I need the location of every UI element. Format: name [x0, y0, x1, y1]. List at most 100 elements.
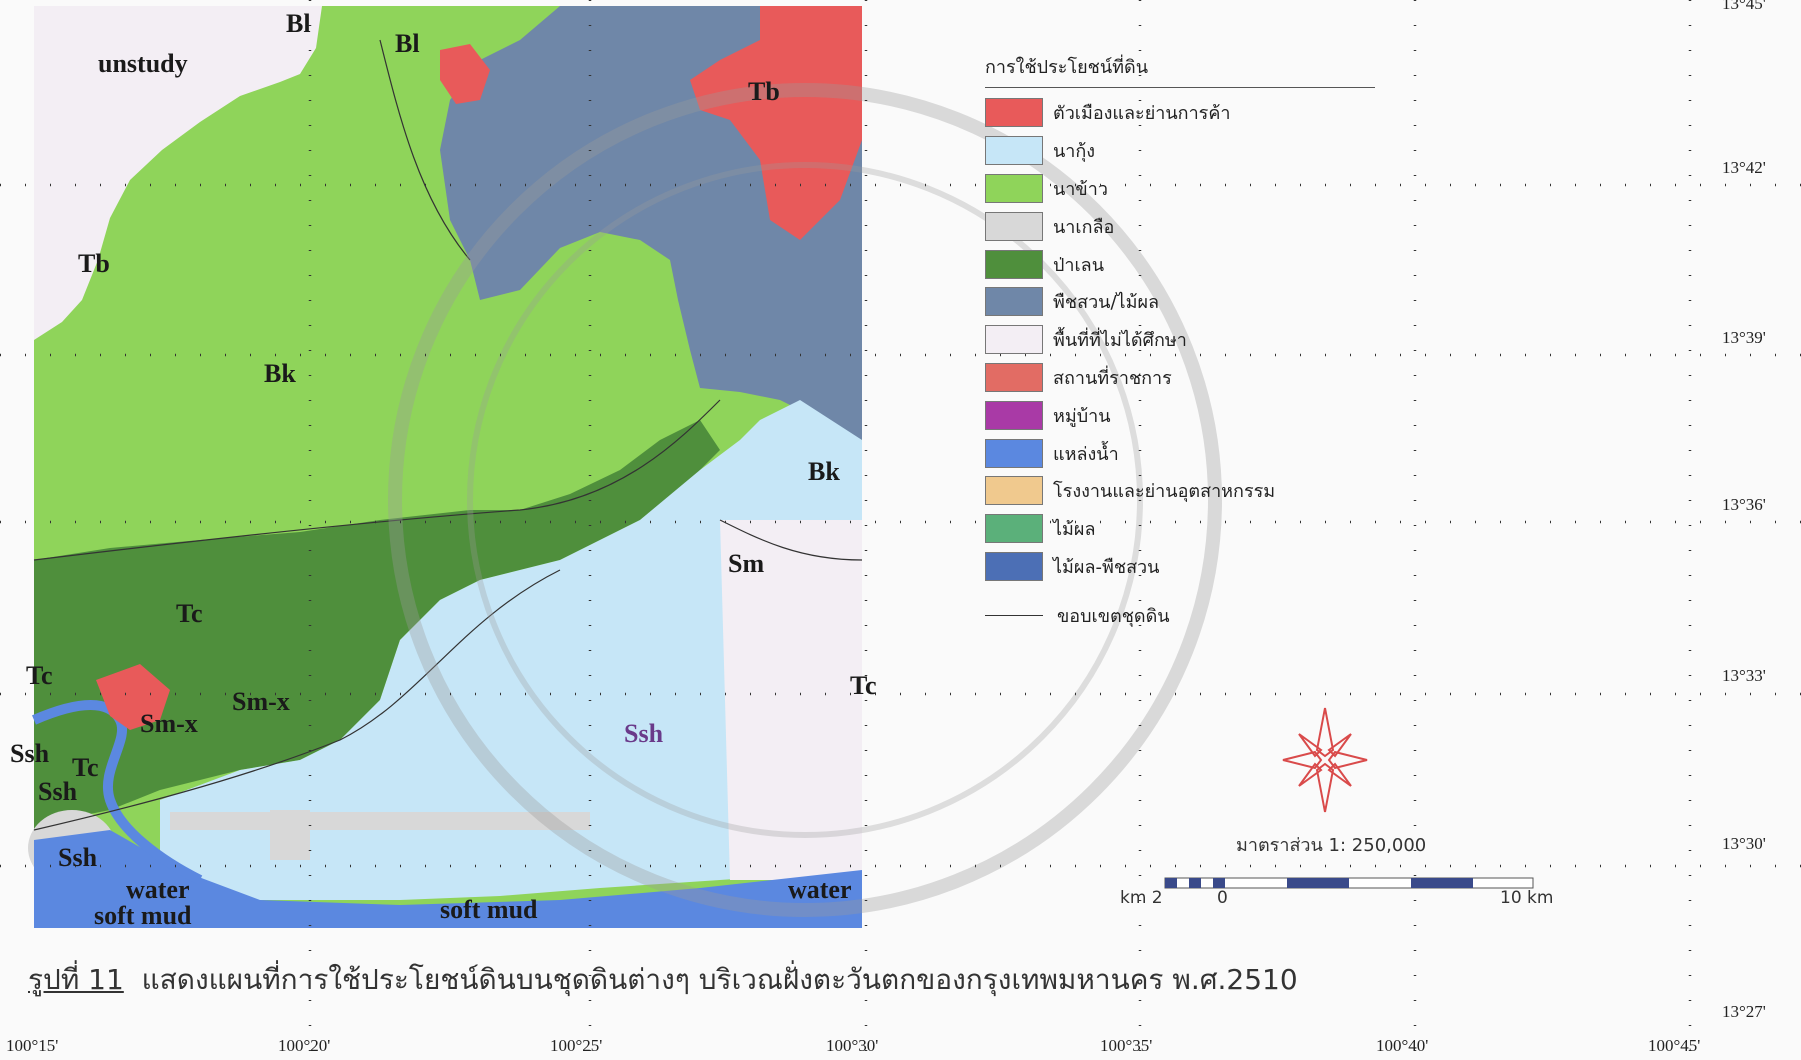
latitude-label: 13°36'	[1722, 495, 1766, 514]
scale-left-label: km 2	[1120, 888, 1163, 908]
legend-swatch	[985, 136, 1043, 166]
shrimp-farm-region	[160, 400, 862, 900]
soil-label: Bl	[286, 9, 311, 38]
longitude-label: 100°30'	[826, 1036, 879, 1055]
longitude-label: 100°15'	[6, 1036, 59, 1055]
soil-label: unstudy	[98, 49, 188, 78]
soil-boundary-3	[33, 569, 561, 831]
soil-label: Ssh	[38, 777, 78, 806]
legend-items: ตัวเมืองและย่านการค้านากุ้งนาข้าวนาเกลือ…	[985, 94, 1375, 585]
legend-item: นาข้าว	[985, 170, 1375, 208]
legend-item: หมู่บ้าน	[985, 396, 1375, 434]
soil-label: Bk	[808, 457, 840, 486]
legend: การใช้ประโยชน์ที่ดิน ตัวเมืองและย่านการค…	[985, 52, 1375, 637]
soil-label: Tb	[78, 249, 110, 278]
legend-swatch	[985, 173, 1043, 203]
salt-farm-block	[270, 810, 310, 860]
soil-label: Tb	[748, 77, 780, 106]
legend-item: พื้นที่ที่ไม่ได้ศึกษา	[985, 321, 1375, 359]
legend-swatch	[985, 249, 1043, 279]
legend-swatch	[985, 438, 1043, 468]
legend-boundary-label: ขอบเขตชุดดิน	[1057, 605, 1170, 627]
latitude-label: 13°45'	[1722, 0, 1766, 13]
boundary-line-icon	[985, 614, 1043, 616]
legend-label: สถานที่ราชการ	[1053, 367, 1172, 389]
legend-swatch	[985, 514, 1043, 544]
legend-item: ไม้ผล-พืชสวน	[985, 548, 1375, 586]
soil-label: soft mud	[440, 895, 538, 924]
legend-item: สถานที่ราชการ	[985, 359, 1375, 397]
legend-swatch	[985, 325, 1043, 355]
soil-label: Ssh	[58, 843, 98, 872]
legend-swatch	[985, 551, 1043, 581]
longitude-label: 100°40'	[1376, 1036, 1429, 1055]
scale-title: มาตราส่วน 1: 250,000	[1236, 835, 1427, 856]
unstudy-area	[34, 6, 322, 340]
legend-label: โรงงานและย่านอุตสาหกรรม	[1053, 481, 1276, 503]
soil-label: Tc	[72, 753, 99, 782]
city-area-ne	[690, 6, 862, 240]
legend-item: ป่าเลน	[985, 245, 1375, 283]
longitude-label: 100°25'	[550, 1036, 603, 1055]
legend-swatch	[985, 98, 1043, 128]
legend-label: ไม้ผล	[1053, 519, 1096, 541]
legend-swatch	[985, 362, 1043, 392]
soil-label: Bl	[395, 29, 420, 58]
scale-bar	[1164, 877, 1534, 889]
legend-item: ไม้ผล	[985, 510, 1375, 548]
legend-label: แหล่งน้ำ	[1053, 443, 1119, 465]
latitude-label: 13°39'	[1722, 328, 1766, 347]
soil-label: Sm	[728, 549, 764, 578]
legend-item: ตัวเมืองและย่านการค้า	[985, 94, 1375, 132]
soil-label: Ssh	[624, 719, 664, 748]
legend-label: นาเกลือ	[1053, 216, 1115, 238]
legend-boundary: ขอบเขตชุดดิน	[985, 593, 1375, 637]
longitude-label: 100°20'	[278, 1036, 331, 1055]
legend-item: พืชสวน/ไม้ผล	[985, 283, 1375, 321]
soil-label: Bk	[264, 359, 296, 388]
latitude-label: 13°33'	[1722, 666, 1766, 685]
figure-number: รูปที่ 11	[28, 963, 124, 996]
soil-label: water	[126, 875, 190, 904]
legend-item: แหล่งน้ำ	[985, 434, 1375, 472]
legend-item: นากุ้ง	[985, 132, 1375, 170]
city-area-sw	[96, 664, 170, 730]
figure-caption: รูปที่ 11 แสดงแผนที่การใช้ประโยชน์ดินบนช…	[28, 958, 1298, 1002]
water-band	[34, 830, 862, 928]
legend-swatch	[985, 400, 1043, 430]
legend-swatch	[985, 287, 1043, 317]
soil-boundary-1	[33, 399, 721, 561]
city-area-north	[440, 44, 490, 104]
figure-caption-text: แสดงแผนที่การใช้ประโยชน์ดินบนชุดดินต่างๆ…	[141, 963, 1298, 996]
legend-label: พื้นที่ที่ไม่ได้ศึกษา	[1053, 330, 1187, 352]
legend-label: ไม้ผล-พืชสวน	[1053, 556, 1160, 578]
legend-swatch	[985, 211, 1043, 241]
soil-label: Ssh	[10, 739, 50, 768]
legend-item: โรงงานและย่านอุตสาหกรรม	[985, 472, 1375, 510]
latitude-label: 13°30'	[1722, 834, 1766, 853]
legend-label: หมู่บ้าน	[1053, 405, 1111, 427]
soil-label: Tc	[850, 671, 877, 700]
longitude-label: 100°35'	[1100, 1036, 1153, 1055]
watermark-seal-outer	[388, 83, 1222, 917]
legend-label: ตัวเมืองและย่านการค้า	[1053, 103, 1231, 125]
longitude-label: 100°45'	[1648, 1036, 1701, 1055]
salt-farm-strip	[170, 812, 590, 830]
legend-label: นาข้าว	[1053, 178, 1108, 200]
soil-boundary-2	[719, 519, 863, 561]
soil-label: Tc	[26, 661, 53, 690]
soil-boundary-4	[379, 39, 471, 261]
legend-swatch	[985, 476, 1043, 506]
soil-label: Sm-x	[232, 687, 290, 716]
legend-item: นาเกลือ	[985, 207, 1375, 245]
mangrove-region	[34, 420, 720, 830]
soil-label: soft mud	[94, 901, 192, 930]
legend-label: ป่าเลน	[1053, 254, 1105, 276]
river	[32, 700, 203, 885]
legend-label: พืชสวน/ไม้ผล	[1053, 292, 1160, 314]
latitude-label: 13°27'	[1722, 1002, 1766, 1021]
soil-label: Tc	[176, 599, 203, 628]
soil-labels: unstudy Bl Bl Tb Tb Bk Bk Sm Tc Tc Tc Tc…	[10, 9, 877, 930]
soil-label: Sm-x	[140, 709, 198, 738]
